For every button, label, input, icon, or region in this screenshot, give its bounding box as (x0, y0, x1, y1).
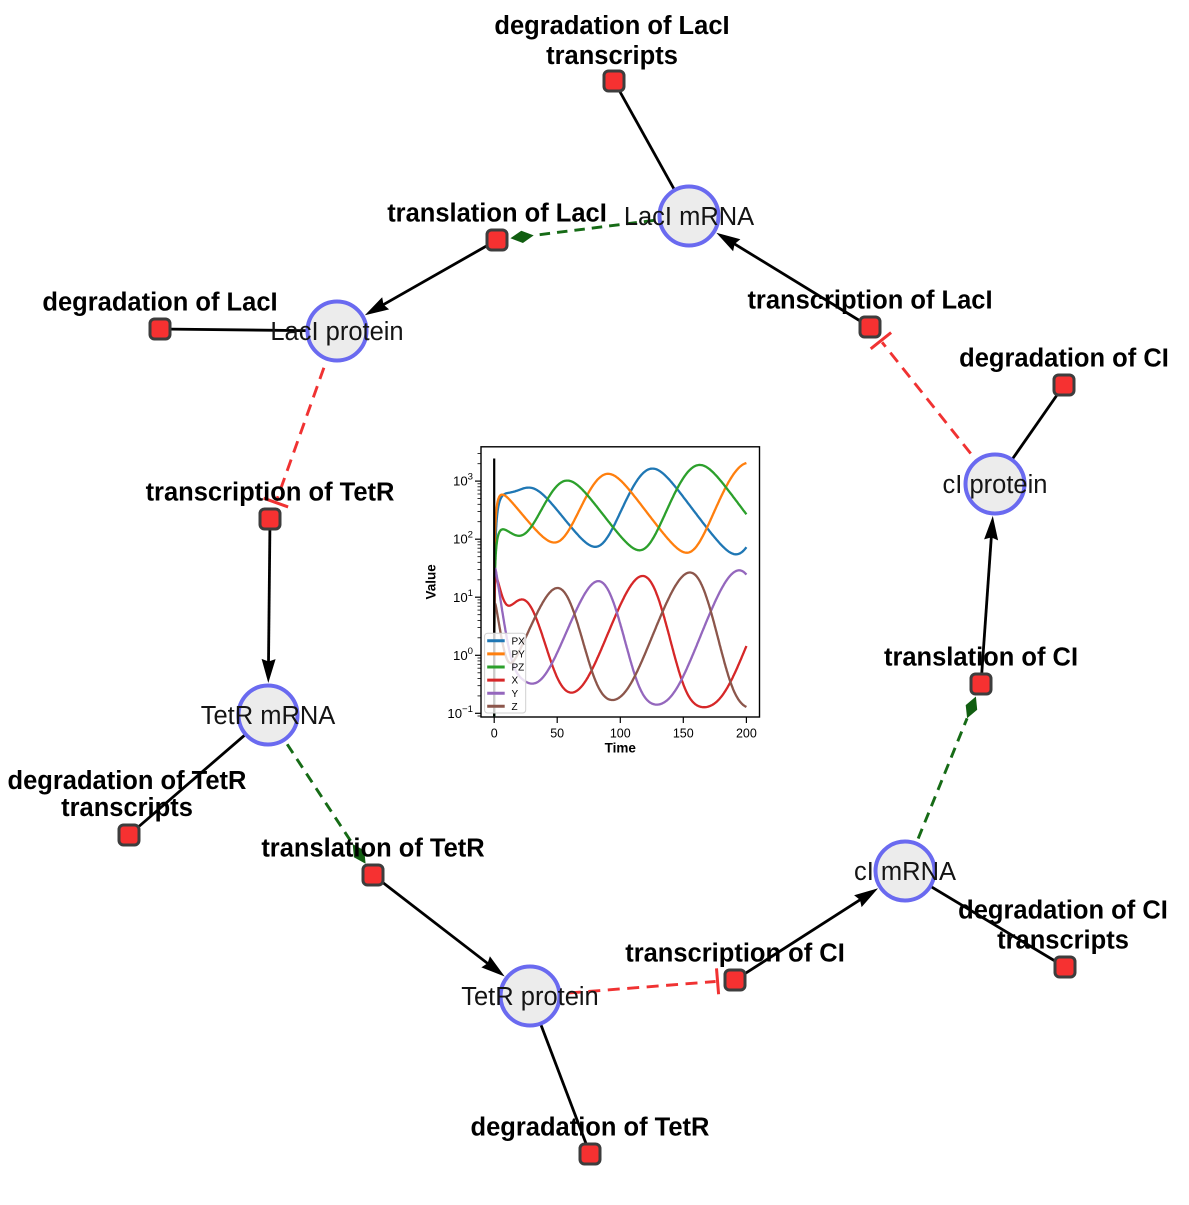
svg-text:PZ: PZ (512, 663, 525, 674)
svg-text:degradation of LacI: degradation of LacI (494, 12, 729, 40)
svg-text:translation of TetR: translation of TetR (261, 835, 484, 863)
svg-text:TetR protein: TetR protein (461, 983, 599, 1011)
svg-text:Value: Value (424, 564, 439, 600)
svg-text:transcripts: transcripts (546, 42, 678, 70)
svg-text:50: 50 (550, 727, 564, 741)
svg-text:200: 200 (736, 727, 757, 741)
svg-text:transcription of CI: transcription of CI (625, 940, 845, 968)
svg-text:transcription of LacI: transcription of LacI (747, 287, 992, 315)
svg-text:transcription of TetR: transcription of TetR (146, 479, 395, 507)
svg-text:PY: PY (512, 650, 526, 661)
svg-text:transcripts: transcripts (997, 927, 1129, 955)
svg-text:TetR mRNA: TetR mRNA (201, 702, 336, 730)
svg-text:cI protein: cI protein (943, 471, 1048, 499)
svg-text:PX: PX (512, 636, 526, 647)
svg-text:0: 0 (491, 727, 498, 741)
svg-text:100: 100 (610, 727, 631, 741)
svg-text:LacI mRNA: LacI mRNA (624, 203, 754, 231)
svg-text:cI mRNA: cI mRNA (854, 858, 956, 886)
svg-text:degradation of CI: degradation of CI (958, 897, 1168, 925)
svg-text:translation of LacI: translation of LacI (387, 200, 607, 228)
svg-text:150: 150 (673, 727, 694, 741)
svg-text:degradation of TetR: degradation of TetR (8, 767, 247, 795)
svg-text:degradation of CI: degradation of CI (959, 345, 1169, 373)
svg-text:Time: Time (605, 741, 637, 756)
svg-text:LacI protein: LacI protein (270, 318, 403, 346)
svg-text:X: X (512, 676, 519, 687)
svg-text:translation of CI: translation of CI (884, 644, 1078, 672)
svg-text:degradation of TetR: degradation of TetR (471, 1114, 710, 1142)
svg-text:transcripts: transcripts (61, 794, 193, 822)
svg-text:degradation of LacI: degradation of LacI (42, 289, 277, 317)
svg-text:Y: Y (512, 689, 519, 700)
svg-text:Z: Z (512, 702, 518, 713)
